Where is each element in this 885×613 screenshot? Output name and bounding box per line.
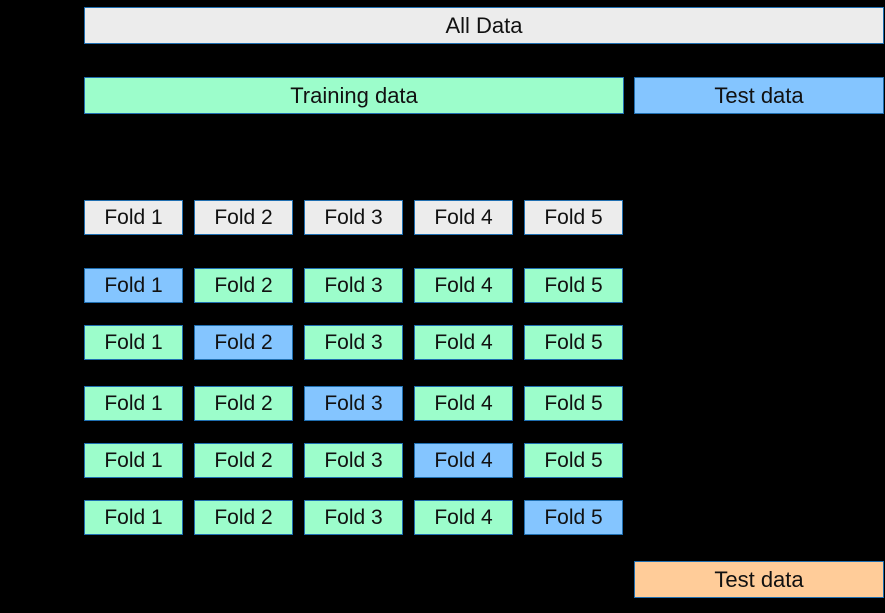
fold-cell-label: Fold 3 xyxy=(324,331,382,355)
fold-cell-label: Fold 3 xyxy=(324,274,382,298)
fold-cell-label: Fold 4 xyxy=(434,449,492,473)
split-4-fold-3: Fold 3 xyxy=(304,443,403,478)
kfold-diagram: All Data Training data Test data Fold 1 F… xyxy=(0,0,885,613)
fold-cell-label: Fold 1 xyxy=(104,506,162,530)
fold-cell-label: Fold 1 xyxy=(104,274,162,298)
split-1-fold-1: Fold 1 xyxy=(84,268,183,303)
fold-cell-label: Fold 1 xyxy=(104,331,162,355)
split-3-fold-5: Fold 5 xyxy=(524,386,623,421)
split-2-fold-4: Fold 4 xyxy=(414,325,513,360)
fold-cell-label: Fold 3 xyxy=(324,206,382,230)
split-4-fold-2: Fold 2 xyxy=(194,443,293,478)
fold-cell-label: Fold 2 xyxy=(214,206,272,230)
fold-cell-label: Fold 1 xyxy=(104,392,162,416)
fold-cell-label: Fold 5 xyxy=(544,206,602,230)
split-3-fold-3: Fold 3 xyxy=(304,386,403,421)
fold-cell-label: Fold 2 xyxy=(214,449,272,473)
final-test-data-label: Test data xyxy=(714,567,803,593)
split-3-fold-4: Fold 4 xyxy=(414,386,513,421)
fold-cell-label: Fold 4 xyxy=(434,206,492,230)
split-2-fold-3: Fold 3 xyxy=(304,325,403,360)
fold-header-fold-3: Fold 3 xyxy=(304,200,403,235)
fold-header-fold-1: Fold 1 xyxy=(84,200,183,235)
split-4-fold-1: Fold 1 xyxy=(84,443,183,478)
fold-cell-label: Fold 3 xyxy=(324,449,382,473)
split-1-fold-2: Fold 2 xyxy=(194,268,293,303)
all-data-box: All Data xyxy=(84,7,884,44)
split-2-fold-5: Fold 5 xyxy=(524,325,623,360)
fold-cell-label: Fold 2 xyxy=(214,506,272,530)
all-data-label: All Data xyxy=(445,13,522,39)
training-data-label: Training data xyxy=(290,83,418,109)
split-5-fold-1: Fold 1 xyxy=(84,500,183,535)
test-data-box: Test data xyxy=(634,77,884,114)
split-1-fold-5: Fold 5 xyxy=(524,268,623,303)
fold-cell-label: Fold 2 xyxy=(214,331,272,355)
fold-cell-label: Fold 5 xyxy=(544,449,602,473)
fold-header-fold-2: Fold 2 xyxy=(194,200,293,235)
split-3-fold-1: Fold 1 xyxy=(84,386,183,421)
fold-header-fold-5: Fold 5 xyxy=(524,200,623,235)
split-3-fold-2: Fold 2 xyxy=(194,386,293,421)
fold-cell-label: Fold 4 xyxy=(434,274,492,298)
fold-cell-label: Fold 2 xyxy=(214,274,272,298)
fold-cell-label: Fold 4 xyxy=(434,392,492,416)
split-5-fold-5: Fold 5 xyxy=(524,500,623,535)
fold-cell-label: Fold 4 xyxy=(434,331,492,355)
fold-cell-label: Fold 5 xyxy=(544,506,602,530)
split-4-fold-5: Fold 5 xyxy=(524,443,623,478)
fold-cell-label: Fold 2 xyxy=(214,392,272,416)
fold-cell-label: Fold 1 xyxy=(104,449,162,473)
fold-cell-label: Fold 5 xyxy=(544,331,602,355)
fold-cell-label: Fold 5 xyxy=(544,392,602,416)
split-5-fold-4: Fold 4 xyxy=(414,500,513,535)
fold-header-fold-4: Fold 4 xyxy=(414,200,513,235)
test-data-label: Test data xyxy=(714,83,803,109)
split-1-fold-3: Fold 3 xyxy=(304,268,403,303)
final-test-data-box: Test data xyxy=(634,561,884,598)
split-1-fold-4: Fold 4 xyxy=(414,268,513,303)
split-5-fold-3: Fold 3 xyxy=(304,500,403,535)
fold-cell-label: Fold 1 xyxy=(104,206,162,230)
fold-cell-label: Fold 5 xyxy=(544,274,602,298)
fold-cell-label: Fold 3 xyxy=(324,392,382,416)
split-4-fold-4: Fold 4 xyxy=(414,443,513,478)
split-5-fold-2: Fold 2 xyxy=(194,500,293,535)
split-2-fold-1: Fold 1 xyxy=(84,325,183,360)
fold-cell-label: Fold 3 xyxy=(324,506,382,530)
fold-cell-label: Fold 4 xyxy=(434,506,492,530)
split-2-fold-2: Fold 2 xyxy=(194,325,293,360)
training-data-box: Training data xyxy=(84,77,624,114)
